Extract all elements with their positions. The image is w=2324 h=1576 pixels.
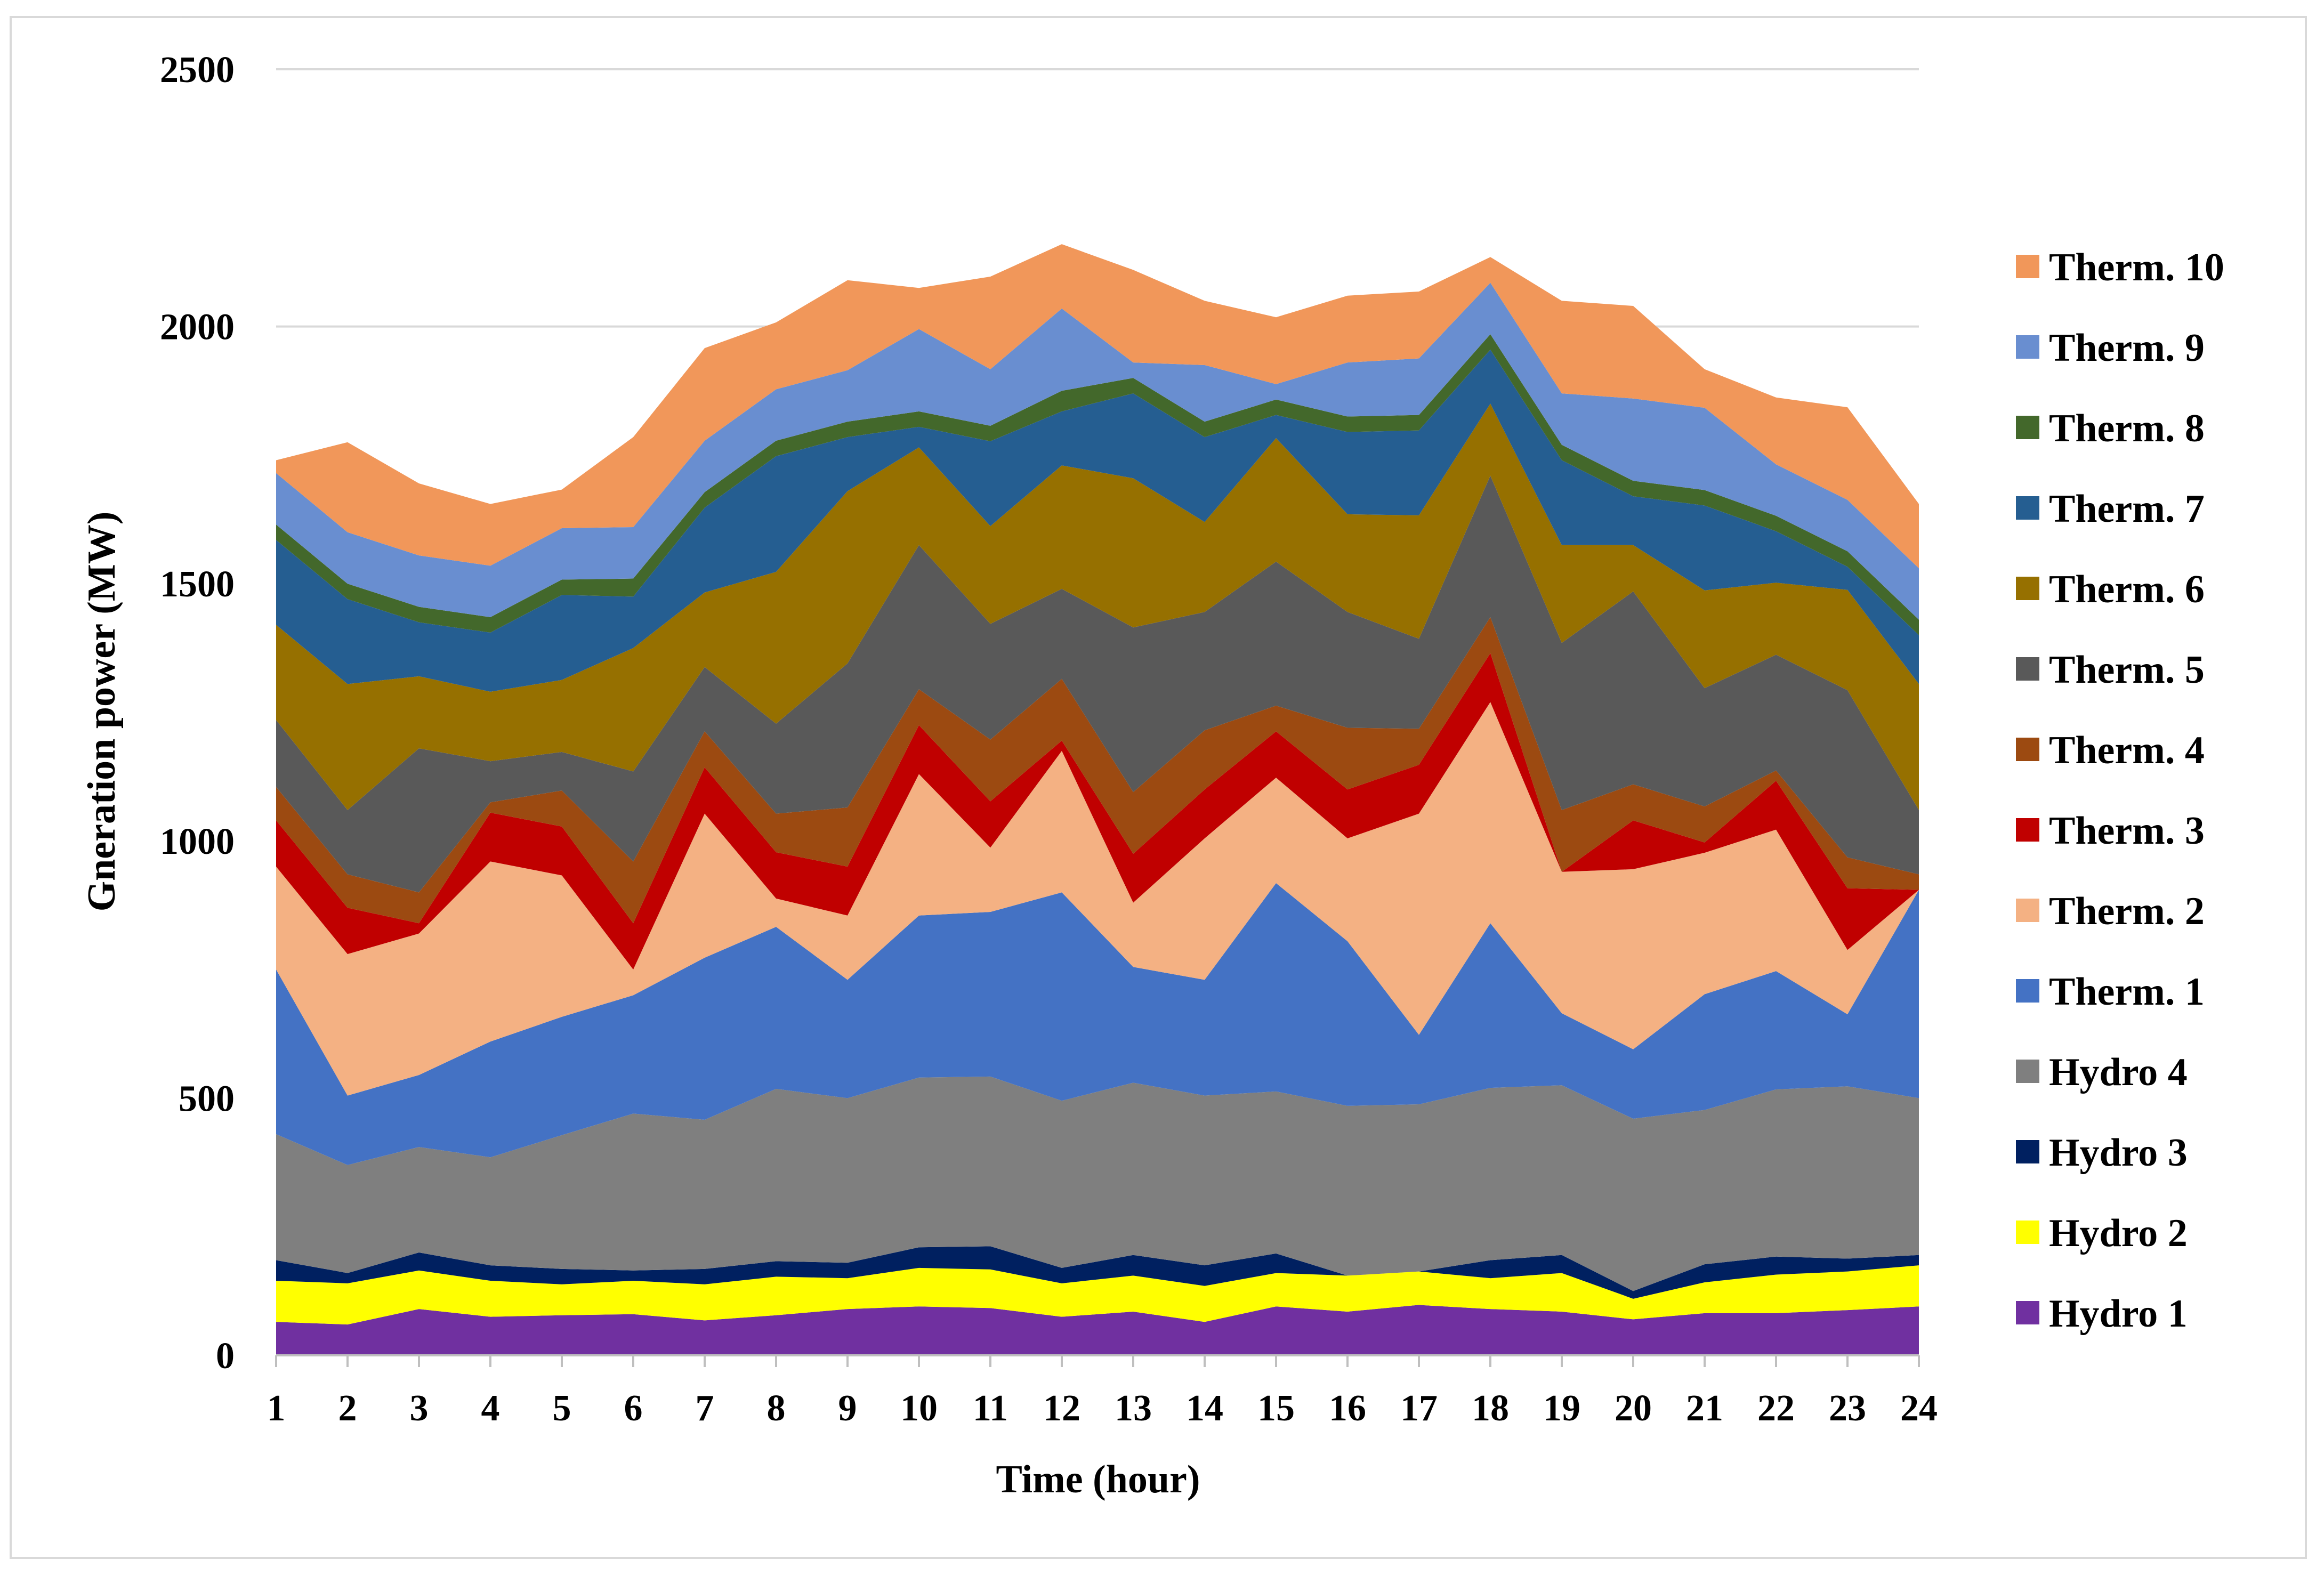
x-tick-label: 1 <box>267 1388 286 1429</box>
legend-label: Therm. 2 <box>2049 890 2205 933</box>
legend-swatch <box>2016 899 2039 922</box>
legend-label: Hydro 2 <box>2049 1211 2188 1255</box>
legend-swatch <box>2016 1140 2039 1163</box>
x-tick-label: 11 <box>973 1388 1008 1429</box>
area-therm-6 <box>276 403 1919 810</box>
area-therm-4 <box>276 617 1919 924</box>
legend-label: Hydro 1 <box>2049 1292 2188 1336</box>
legend-label: Hydro 4 <box>2049 1050 2188 1094</box>
y-tick-label: 2000 <box>160 307 235 348</box>
x-tick-label: 20 <box>1615 1388 1652 1429</box>
x-tick-label: 17 <box>1400 1388 1438 1429</box>
x-tick-label: 4 <box>481 1388 500 1429</box>
x-tick-label: 19 <box>1543 1388 1580 1429</box>
x-tick-label: 8 <box>767 1388 786 1429</box>
y-tick-label: 1500 <box>160 564 235 605</box>
legend-swatch <box>2016 1221 2039 1244</box>
area-hydro-4 <box>276 1076 1919 1291</box>
x-tick-label: 6 <box>624 1388 643 1429</box>
x-axis-title: Time (hour) <box>996 1458 1200 1501</box>
legend-label: Therm. 7 <box>2049 487 2205 531</box>
area-therm-5 <box>276 475 1919 893</box>
y-tick-label: 1000 <box>160 821 235 862</box>
x-tick-label: 10 <box>900 1388 938 1429</box>
legend-label: Therm. 5 <box>2049 648 2205 692</box>
area-therm-3 <box>276 653 1919 970</box>
x-tick-label: 5 <box>553 1388 571 1429</box>
legend-label: Therm. 10 <box>2049 246 2224 289</box>
legend-label: Therm. 8 <box>2049 407 2205 450</box>
legend-label: Therm. 6 <box>2049 568 2205 611</box>
area-therm-9 <box>276 282 1919 620</box>
legend-swatch <box>2016 979 2039 1003</box>
x-tick-label: 23 <box>1829 1388 1866 1429</box>
legend-label: Therm. 9 <box>2049 326 2205 370</box>
legend-swatch <box>2016 496 2039 520</box>
y-tick-label: 500 <box>179 1078 235 1119</box>
legend-swatch <box>2016 577 2039 600</box>
legend-swatch <box>2016 818 2039 842</box>
x-tick-label: 22 <box>1757 1388 1795 1429</box>
x-tick-label: 21 <box>1686 1388 1723 1429</box>
x-tick-label: 12 <box>1043 1388 1080 1429</box>
legend-swatch <box>2016 416 2039 439</box>
x-tick-label: 2 <box>338 1388 357 1429</box>
legend-swatch <box>2016 1301 2039 1324</box>
legend-swatch <box>2016 255 2039 278</box>
x-tick-label: 18 <box>1472 1388 1509 1429</box>
area-therm-7 <box>276 350 1919 692</box>
legend-label: Therm. 1 <box>2049 970 2205 1014</box>
area-therm-10 <box>276 244 1919 569</box>
y-axis-title: Gneration power (MW) <box>80 512 124 912</box>
x-tick-label: 9 <box>838 1388 857 1429</box>
x-tick-label: 14 <box>1186 1388 1223 1429</box>
area-series <box>276 244 1919 1355</box>
legend: Therm. 10 Therm. 9 Therm. 8 Therm. 7 Therm. … <box>2016 246 2224 1336</box>
legend-swatch <box>2016 657 2039 681</box>
legend-swatch <box>2016 335 2039 359</box>
x-tick-label: 24 <box>1900 1388 1938 1429</box>
x-tick-label: 7 <box>696 1388 714 1429</box>
x-tick-label: 15 <box>1257 1388 1295 1429</box>
legend-label: Therm. 3 <box>2049 809 2205 853</box>
legend-label: Hydro 3 <box>2049 1131 2188 1175</box>
area-therm-8 <box>276 334 1919 635</box>
area-hydro-1 <box>276 1305 1919 1355</box>
area-therm-2 <box>276 702 1919 1096</box>
x-tick-label: 13 <box>1115 1388 1152 1429</box>
y-tick-label: 0 <box>216 1336 235 1377</box>
x-tick-label: 16 <box>1329 1388 1366 1429</box>
area-hydro-2 <box>276 1265 1919 1325</box>
area-hydro-3 <box>276 1246 1919 1299</box>
x-tick-label: 3 <box>410 1388 429 1429</box>
legend-swatch <box>2016 738 2039 761</box>
legend-label: Therm. 4 <box>2049 729 2205 772</box>
y-tick-label: 2500 <box>160 50 235 91</box>
legend-swatch <box>2016 1060 2039 1083</box>
area-therm-1 <box>276 883 1919 1165</box>
